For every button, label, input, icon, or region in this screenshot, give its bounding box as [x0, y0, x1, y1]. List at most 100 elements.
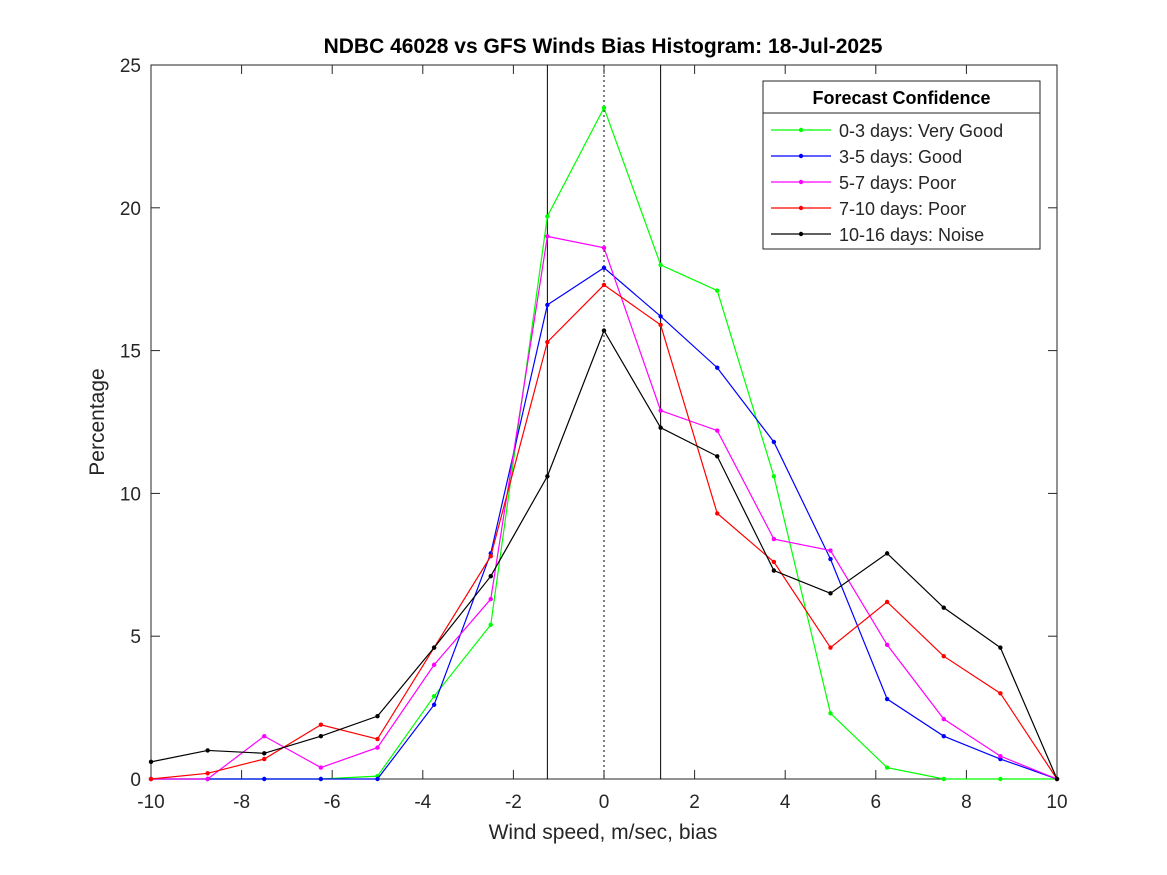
series-2-point: [205, 776, 210, 782]
legend: Forecast Confidence 0-3 days: Very Good 3-…: [762, 80, 1041, 250]
series-2-point: [318, 765, 324, 770]
legend-box: [762, 80, 1041, 250]
x-tick-label: 8: [961, 792, 972, 813]
series-3-point: [715, 511, 720, 516]
legend-swatch-marker: [798, 127, 804, 133]
series-1-point: [828, 556, 833, 562]
legend-entry-label: 5-7 days: Poor: [839, 173, 956, 193]
x-tick-label: -6: [324, 792, 341, 813]
series-1-point: [431, 702, 437, 707]
series-3-point: [601, 282, 607, 288]
series-4-point: [488, 574, 493, 579]
series-3-point: [545, 339, 550, 345]
series-2-point: [658, 408, 663, 413]
series-4-point: [715, 454, 720, 459]
series-2-point: [828, 548, 833, 553]
series-4-point: [318, 733, 324, 739]
series-4-point: [1054, 776, 1060, 782]
series-0-point: [884, 765, 890, 770]
y-tick-label: 25: [120, 56, 141, 77]
series-0-point: [771, 474, 777, 479]
series-1-point: [941, 733, 946, 739]
series-2-point: [884, 642, 890, 647]
series-1-point: [601, 265, 607, 270]
x-tick-label: 6: [871, 792, 882, 813]
legend-entry-label: 3-5 days: Good: [839, 147, 962, 167]
y-tick-label: 10: [120, 484, 141, 505]
series-3-point: [771, 559, 777, 565]
series-0-point: [431, 693, 437, 699]
series-0-point: [998, 776, 1003, 782]
series-1-point: [545, 302, 550, 308]
series-0-point: [941, 776, 946, 782]
series-2-point: [715, 428, 720, 433]
series-4-point: [431, 645, 437, 650]
legend-entry-label: 7-10 days: Poor: [839, 199, 966, 219]
series-1-point: [771, 439, 777, 445]
series-1-point: [658, 314, 663, 319]
series-4-point: [148, 759, 154, 765]
series-0-point: [545, 214, 550, 219]
series-2-point: [771, 536, 777, 542]
series-3-point: [205, 771, 210, 776]
series-4-point: [545, 474, 550, 479]
series-2-point: [601, 245, 607, 250]
series-3-point: [488, 554, 493, 559]
series-2-point: [545, 234, 550, 239]
series-4-point: [998, 645, 1003, 650]
chart-title: NDBC 46028 vs GFS Winds Bias Histogram: …: [324, 35, 883, 58]
series-4-point: [601, 328, 607, 333]
x-tick-label: 0: [599, 792, 610, 813]
series-0-point: [601, 105, 607, 111]
y-tick-label: 15: [120, 342, 141, 363]
y-tick-label: 0: [130, 770, 141, 791]
series-4-point: [771, 568, 777, 573]
x-tick-label: 2: [689, 792, 700, 813]
series-4-point: [205, 748, 210, 753]
legend-entry-label: 10-16 days: Noise: [839, 225, 984, 245]
series-3-point: [148, 776, 154, 782]
series-4-point: [375, 713, 380, 719]
series-2-point: [998, 753, 1003, 759]
x-tick-label: 10: [1046, 792, 1067, 813]
series-1-point: [715, 365, 720, 370]
x-axis-label: Wind speed, m/sec, bias: [489, 821, 718, 844]
series-2-point: [488, 596, 493, 602]
series-2-point: [941, 716, 946, 722]
y-axis-label: Percentage: [86, 368, 109, 475]
legend-title: Forecast Confidence: [812, 88, 990, 108]
series-3-point: [828, 645, 833, 650]
series-0-point: [715, 288, 720, 293]
series-3-point: [941, 653, 946, 659]
series-0-point: [658, 262, 663, 268]
series-line-2: [151, 235, 1058, 780]
x-tick-label: 4: [780, 792, 791, 813]
x-tick-label: -4: [414, 792, 431, 813]
series-line-1: [151, 267, 1058, 780]
series-3-point: [998, 691, 1003, 696]
series-4-point: [262, 751, 267, 756]
series-0-point: [828, 711, 833, 716]
legend-swatch-marker: [798, 153, 804, 159]
series-3-point: [884, 599, 890, 605]
x-tick-label: -8: [233, 792, 250, 813]
legend-swatch-marker: [798, 205, 804, 211]
series-1-point: [262, 776, 267, 782]
series-0-point: [488, 622, 493, 627]
series-3-point: [318, 722, 324, 727]
y-tick-label: 5: [130, 627, 141, 648]
series-1-point: [375, 776, 380, 782]
series-4-point: [884, 551, 890, 556]
series-4-point: [828, 591, 833, 596]
x-tick-label: -10: [137, 792, 164, 813]
series-4-point: [658, 425, 663, 430]
series-3-point: [658, 322, 663, 328]
series-2-point: [262, 733, 267, 739]
series-1-point: [318, 776, 324, 782]
legend-swatch-marker: [798, 231, 804, 237]
y-tick-label: 20: [120, 199, 141, 220]
series-2-point: [431, 662, 437, 667]
x-tick-label: -2: [505, 792, 522, 813]
series-3-point: [375, 736, 380, 742]
